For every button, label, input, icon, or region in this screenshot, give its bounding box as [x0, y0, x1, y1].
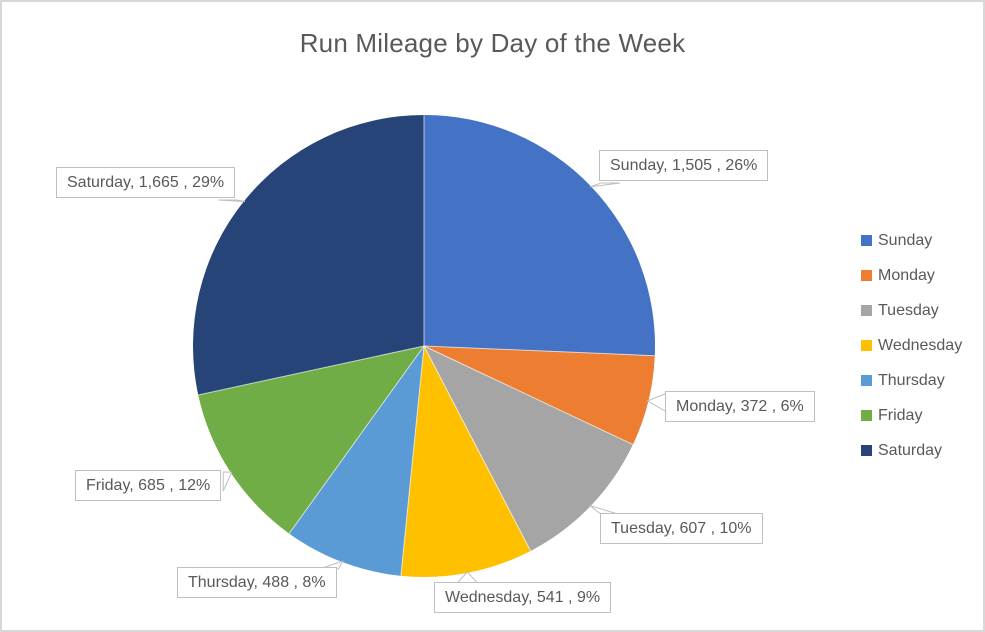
slice-divider — [423, 345, 655, 357]
label-leader-line — [218, 199, 246, 203]
pie-slice-sunday[interactable] — [424, 115, 655, 356]
legend-swatch-sunday-icon — [861, 235, 872, 246]
chart-title: Run Mileage by Day of the Week — [299, 28, 686, 58]
pie-slice-saturday[interactable] — [192, 115, 424, 395]
data-label-saturday[interactable]: Saturday, 1,665 , 29% — [56, 167, 236, 198]
data-label-sunday[interactable]: Sunday, 1,505 , 26% — [599, 150, 769, 181]
slice-divider — [400, 345, 425, 576]
pie-slice-tuesday[interactable] — [424, 346, 633, 551]
slice-divider — [423, 345, 532, 552]
slice-divider — [288, 345, 425, 534]
legend-item-friday[interactable]: Friday — [861, 398, 962, 433]
legend-item-monday[interactable]: Monday — [861, 258, 962, 293]
legend-item-thursday[interactable]: Thursday — [861, 363, 962, 398]
legend-item-tuesday[interactable]: Tuesday — [861, 293, 962, 328]
label-leader-line — [222, 471, 233, 492]
legend: Sunday Monday Tuesday Wednesday Thursday… — [861, 223, 962, 468]
legend-swatch-thursday-icon — [861, 375, 872, 386]
legend-item-sunday[interactable]: Sunday — [861, 223, 962, 258]
legend-swatch-wednesday-icon — [861, 340, 872, 351]
legend-label-saturday: Saturday — [878, 441, 943, 459]
legend-swatch-monday-icon — [861, 270, 872, 281]
pie-slice-monday[interactable] — [424, 346, 655, 445]
legend-label-thursday: Thursday — [878, 371, 945, 389]
legend-swatch-saturday-icon — [861, 445, 872, 456]
data-label-tuesday[interactable]: Tuesday, 607 , 10% — [600, 513, 763, 544]
pie-slice-thursday[interactable] — [289, 346, 424, 576]
legend-label-monday: Monday — [878, 266, 935, 284]
legend-label-friday: Friday — [878, 406, 923, 424]
pie-slice-friday[interactable] — [198, 346, 424, 534]
data-label-friday[interactable]: Friday, 685 , 12% — [75, 470, 222, 501]
legend-swatch-friday-icon — [861, 410, 872, 421]
legend-label-wednesday: Wednesday — [878, 336, 963, 354]
pie-slice-wednesday[interactable] — [400, 346, 531, 577]
slice-divider — [423, 345, 634, 445]
legend-label-tuesday: Tuesday — [878, 301, 939, 319]
legend-swatch-tuesday-icon — [861, 305, 872, 316]
data-label-thursday[interactable]: Thursday, 488 , 8% — [177, 567, 337, 598]
slice-divider — [198, 345, 425, 396]
legend-item-wednesday[interactable]: Wednesday — [861, 328, 962, 363]
data-label-monday[interactable]: Monday, 372 , 6% — [665, 391, 815, 422]
data-label-wednesday[interactable]: Wednesday, 541 , 9% — [434, 582, 612, 613]
label-leader-line — [589, 182, 621, 188]
legend-item-saturday[interactable]: Saturday — [861, 433, 962, 468]
legend-label-sunday: Sunday — [878, 231, 933, 249]
